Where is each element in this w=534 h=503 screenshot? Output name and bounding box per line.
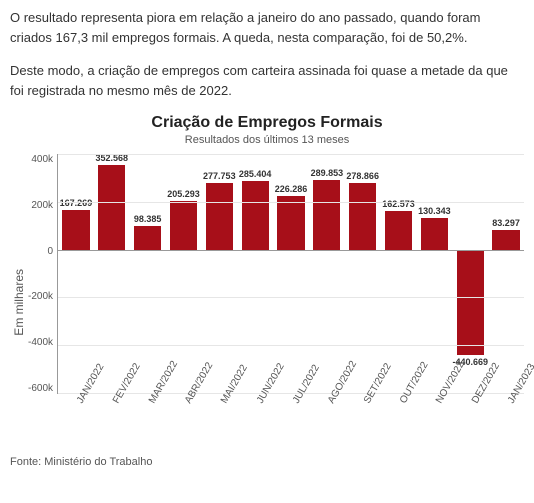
x-label-slot: FEV/2022 bbox=[93, 394, 129, 450]
bar bbox=[457, 250, 484, 355]
chart-container: Criação de Empregos Formais Resultados d… bbox=[10, 114, 524, 450]
bar-slot: 205.293 bbox=[166, 154, 202, 393]
bar bbox=[242, 181, 269, 249]
intro-paragraph-2: Deste modo, a criação de empregos com ca… bbox=[10, 61, 524, 100]
x-label-slot: OUT/2022 bbox=[380, 394, 416, 450]
chart-plot-area: 167.269352.568 98.385 205.293277.753285.40… bbox=[57, 154, 524, 394]
bar-value-label: 162.573 bbox=[382, 199, 415, 209]
y-axis-label: Em milhares bbox=[10, 269, 28, 336]
chart-bars: 167.269352.568 98.385 205.293277.753285.40… bbox=[58, 154, 524, 393]
bar-value-label: 277.753 bbox=[203, 171, 236, 181]
bar-slot: 130.343 bbox=[416, 154, 452, 393]
bar bbox=[277, 196, 304, 250]
bar-value-label: 278.866 bbox=[346, 171, 379, 181]
x-label-slot: ABR/2022 bbox=[165, 394, 201, 450]
bar bbox=[62, 210, 89, 250]
zero-line bbox=[58, 250, 524, 251]
bar-slot: 226.286 bbox=[273, 154, 309, 393]
bar-slot: 352.568 bbox=[94, 154, 130, 393]
bar bbox=[385, 211, 412, 250]
gridline bbox=[58, 154, 524, 155]
bar bbox=[421, 218, 448, 249]
bar-value-label: 205.293 bbox=[167, 189, 200, 199]
x-label-slot: JUN/2022 bbox=[237, 394, 273, 450]
bar bbox=[492, 230, 519, 250]
intro-paragraph-1: O resultado representa piora em relação … bbox=[10, 8, 524, 47]
x-label-slot: JUL/2022 bbox=[273, 394, 309, 450]
bar-slot: 278.866 bbox=[345, 154, 381, 393]
x-label-slot: DEZ/2022 bbox=[452, 394, 488, 450]
bar bbox=[206, 183, 233, 249]
chart-title: Criação de Empregos Formais bbox=[10, 114, 524, 132]
y-tick-label: 200k bbox=[28, 200, 53, 211]
bar-value-label: 285.404 bbox=[239, 169, 272, 179]
bar-slot: 277.753 bbox=[201, 154, 237, 393]
bar-slot: 285.404 bbox=[237, 154, 273, 393]
bar-value-label: 226.286 bbox=[275, 184, 308, 194]
x-label-slot: MAR/2022 bbox=[129, 394, 165, 450]
bar bbox=[134, 226, 161, 250]
chart-subtitle: Resultados dos últimos 13 meses bbox=[10, 134, 524, 146]
bar-value-label: 289.853 bbox=[311, 168, 344, 178]
x-label-slot: NOV/2022 bbox=[416, 394, 452, 450]
y-tick-label: 400k bbox=[28, 154, 53, 165]
bar-value-label: 83.297 bbox=[492, 218, 520, 228]
bar-slot: -440.669 bbox=[452, 154, 488, 393]
y-tick-label: -200k bbox=[28, 291, 53, 302]
bar bbox=[98, 165, 125, 249]
x-label-slot: AGO/2022 bbox=[308, 394, 344, 450]
bar-value-label: 98.385 bbox=[134, 214, 162, 224]
y-tick-label: -600k bbox=[28, 383, 53, 394]
gridline bbox=[58, 345, 524, 346]
y-axis-ticks: 400k 200k 0 -200k -400k -600k bbox=[28, 154, 57, 394]
bar bbox=[170, 201, 197, 250]
bar bbox=[349, 183, 376, 250]
chart-source: Fonte: Ministério do Trabalho bbox=[10, 456, 524, 468]
bar-slot: 289.853 bbox=[309, 154, 345, 393]
bar bbox=[313, 180, 340, 249]
chart-body: Em milhares 400k 200k 0 -200k -400k -600k 167… bbox=[10, 154, 524, 450]
x-label-slot: JAN/2022 bbox=[57, 394, 93, 450]
x-label-slot: MAI/2022 bbox=[201, 394, 237, 450]
bar-slot: 83.297 bbox=[488, 154, 524, 393]
x-label-slot: JAN/2023 bbox=[488, 394, 524, 450]
gridline bbox=[58, 202, 524, 203]
y-tick-label: -400k bbox=[28, 337, 53, 348]
bar-slot: 167.269 bbox=[58, 154, 94, 393]
bar-slot: 162.573 bbox=[381, 154, 417, 393]
bar-slot: 98.385 bbox=[130, 154, 166, 393]
gridline bbox=[58, 297, 524, 298]
x-label-slot: SET/2022 bbox=[344, 394, 380, 450]
x-axis-labels: JAN/2022FEV/2022MAR/2022ABR/2022MAI/2022… bbox=[57, 394, 524, 450]
bar-value-label: 130.343 bbox=[418, 206, 451, 216]
y-tick-label: 0 bbox=[28, 246, 53, 257]
